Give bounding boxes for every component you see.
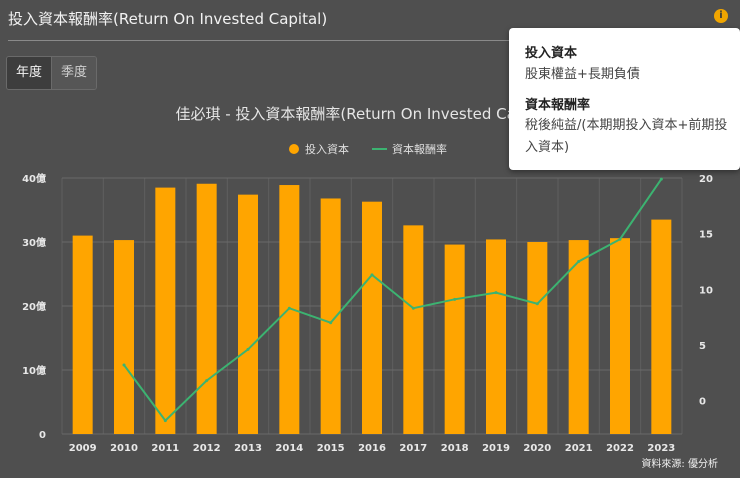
- bar: [610, 238, 630, 434]
- roic-point: [535, 302, 539, 306]
- left-axis-tick-label: 20億: [22, 300, 46, 313]
- x-axis-tick-label: 2019: [482, 443, 510, 454]
- bar: [527, 242, 548, 434]
- bar: [238, 194, 258, 434]
- roic-point: [411, 306, 415, 310]
- left-axis-tick-label: 30億: [22, 236, 46, 249]
- page-title: 投入資本報酬率(Return On Invested Capital): [8, 10, 328, 28]
- bar: [568, 240, 589, 434]
- bar: [486, 239, 506, 434]
- popup-item2-desc: 稅後純益/(本期期投入資本+前期投入資本): [525, 118, 728, 155]
- left-axis-tick-label: 0: [39, 430, 46, 441]
- bar: [196, 183, 217, 434]
- x-axis-tick-label: 2022: [606, 443, 634, 454]
- x-axis-tick-label: 2011: [151, 443, 179, 454]
- definition-popup: 投入資本 股東權益+長期負債 資本報酬率 稅後純益/(本期期投入資本+前期投入資…: [509, 28, 740, 170]
- x-axis-tick-label: 2016: [358, 443, 386, 454]
- x-axis-tick-label: 2018: [441, 443, 469, 454]
- x-axis-tick-label: 2013: [234, 443, 262, 454]
- bar: [72, 235, 93, 434]
- roic-point: [163, 419, 167, 423]
- roic-point: [659, 177, 663, 181]
- popup-item1-title: 投入資本: [525, 46, 578, 61]
- roic-point: [453, 297, 457, 301]
- left-axis-tick-label: 40億: [22, 172, 46, 185]
- x-axis-tick-label: 2009: [69, 443, 97, 454]
- roic-point: [618, 237, 622, 241]
- x-axis-tick-label: 2021: [565, 443, 593, 454]
- bar: [403, 225, 424, 434]
- right-axis-tick-label: 20: [699, 174, 713, 185]
- left-axis-tick-label: 10億: [22, 364, 46, 377]
- roic-point: [205, 379, 209, 383]
- chart-title: 佳必琪 - 投入資本報酬率(Return On Invested Capital…: [175, 105, 554, 123]
- roic-line: [123, 178, 663, 423]
- tab-quarterly[interactable]: 季度: [51, 57, 96, 89]
- right-axis-tick-label: 0: [699, 397, 706, 408]
- x-axis-tick-label: 2015: [317, 443, 345, 454]
- legend-bar-label: 投入資本: [305, 142, 349, 156]
- right-axis-tick-label: 15: [699, 230, 713, 241]
- x-axis-tick-label: 2020: [523, 443, 551, 454]
- bar: [651, 219, 672, 434]
- divider: [8, 40, 732, 41]
- roic-point: [494, 291, 498, 295]
- popup-item1-desc: 股東權益+長期負債: [525, 67, 640, 82]
- header: 投入資本報酬率(Return On Invested Capital) i: [0, 0, 740, 40]
- period-tabs: 年度 季度: [6, 56, 97, 90]
- x-axis-tick-label: 2017: [399, 443, 427, 454]
- popup-item2-title: 資本報酬率: [525, 98, 591, 113]
- bar: [362, 201, 382, 434]
- bar: [444, 244, 465, 434]
- data-source: 資料來源: 優分析: [641, 459, 718, 470]
- roic-point: [122, 363, 126, 367]
- bar: [320, 198, 341, 434]
- roic-point: [329, 321, 333, 325]
- x-axis-tick-label: 2014: [275, 443, 303, 454]
- bar: [114, 240, 134, 434]
- roic-point: [370, 273, 374, 277]
- legend-line-label: 資本報酬率: [392, 142, 447, 156]
- right-axis-tick-label: 10: [699, 285, 713, 296]
- right-axis-tick-label: 5: [699, 341, 706, 352]
- x-axis-tick-label: 2012: [193, 443, 221, 454]
- x-axis-tick-label: 2010: [110, 443, 138, 454]
- legend-bar-marker: [289, 144, 299, 154]
- tab-annual[interactable]: 年度: [7, 57, 51, 89]
- roic-point: [577, 259, 581, 263]
- x-axis-tick-label: 2023: [647, 443, 675, 454]
- info-icon[interactable]: i: [714, 9, 728, 23]
- roic-point: [287, 306, 291, 310]
- roic-point: [246, 347, 250, 351]
- bar: [155, 187, 176, 434]
